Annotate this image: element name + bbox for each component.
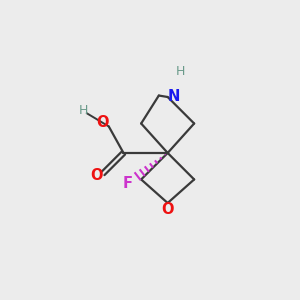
Text: O: O [90, 167, 103, 182]
Text: F: F [123, 176, 133, 191]
Text: H: H [79, 104, 88, 117]
Text: N: N [167, 89, 180, 104]
Text: O: O [161, 202, 174, 217]
Text: H: H [176, 65, 186, 79]
Text: O: O [97, 116, 109, 130]
